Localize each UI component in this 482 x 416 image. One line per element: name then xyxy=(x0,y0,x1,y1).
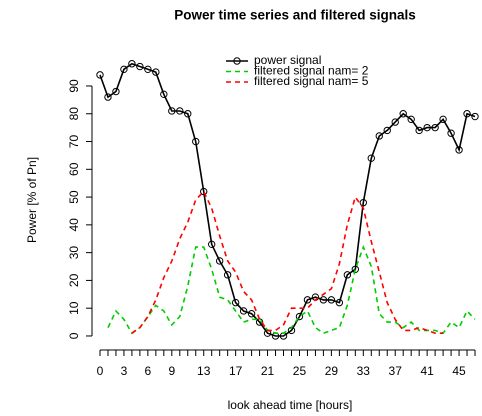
data-point xyxy=(447,129,455,137)
y-tick-label: 20 xyxy=(67,273,81,287)
data-point xyxy=(176,107,184,115)
x-tick-label: 45 xyxy=(452,364,466,378)
x-tick-label: 13 xyxy=(197,364,211,378)
data-point xyxy=(367,154,375,162)
y-tick-label: 30 xyxy=(67,246,81,260)
x-tick-label: 21 xyxy=(261,364,275,378)
data-point xyxy=(96,71,104,79)
data-point xyxy=(439,115,447,124)
data-point xyxy=(295,312,304,321)
series-line xyxy=(107,244,476,335)
legend-label: power signal xyxy=(254,53,321,67)
data-point xyxy=(128,60,136,68)
data-point xyxy=(303,296,312,304)
data-point xyxy=(215,257,224,265)
series-line xyxy=(99,62,476,337)
data-point xyxy=(327,296,336,304)
data-point xyxy=(192,137,200,146)
y-tick-label: 80 xyxy=(67,107,81,121)
y-tick-label: 10 xyxy=(67,301,81,315)
data-point xyxy=(223,271,232,279)
data-point xyxy=(200,187,208,196)
data-point xyxy=(415,126,423,135)
x-tick-label: 25 xyxy=(293,364,307,378)
x-tick-label: 17 xyxy=(229,364,243,378)
data-point xyxy=(144,65,152,74)
data-point xyxy=(375,132,383,140)
x-tick-label: 3 xyxy=(121,364,128,378)
data-point xyxy=(407,115,415,124)
data-point xyxy=(383,126,391,135)
y-tick-label: 40 xyxy=(67,218,81,232)
data-point xyxy=(391,118,399,126)
x-tick-label: 6 xyxy=(145,364,152,378)
data-point xyxy=(423,123,431,132)
x-tick-label: 41 xyxy=(420,364,434,378)
x-tick-label: 9 xyxy=(168,364,175,378)
series-line xyxy=(131,190,444,334)
y-tick-label: 90 xyxy=(67,79,81,93)
chart-title: Power time series and filtered signals xyxy=(174,8,416,23)
data-point xyxy=(152,68,160,76)
data-point xyxy=(343,271,352,279)
data-point xyxy=(104,93,112,101)
data-point xyxy=(335,298,344,307)
y-axis-label: Power [% of Pn] xyxy=(25,157,39,243)
y-tick-label: 70 xyxy=(67,135,81,149)
data-point xyxy=(184,110,192,118)
y-tick-label: 50 xyxy=(67,190,81,204)
data-point xyxy=(399,110,407,118)
data-point xyxy=(471,112,479,121)
x-tick-label: 33 xyxy=(357,364,371,378)
y-tick-label: 0 xyxy=(67,332,81,339)
data-point xyxy=(112,87,120,96)
data-point xyxy=(207,240,216,249)
x-tick-label: 37 xyxy=(389,364,403,378)
data-point xyxy=(120,65,128,74)
data-point xyxy=(239,307,248,315)
data-point xyxy=(247,310,256,318)
data-point xyxy=(136,62,144,71)
legend-label: filtered signal nam= 2 xyxy=(254,64,369,78)
data-point xyxy=(463,110,471,118)
data-point xyxy=(319,296,328,304)
y-tick-label: 60 xyxy=(67,162,81,176)
x-tick-label: 29 xyxy=(325,364,339,378)
legend-marker xyxy=(233,57,241,65)
data-point xyxy=(359,198,368,207)
data-point xyxy=(160,90,168,99)
data-point xyxy=(431,123,439,132)
data-point xyxy=(168,107,176,115)
x-tick-label: 0 xyxy=(97,364,104,378)
x-axis-label: look ahead time [hours] xyxy=(228,398,353,412)
legend-label: filtered signal nam= 5 xyxy=(254,74,369,88)
data-point xyxy=(231,298,240,307)
data-point xyxy=(455,146,463,154)
